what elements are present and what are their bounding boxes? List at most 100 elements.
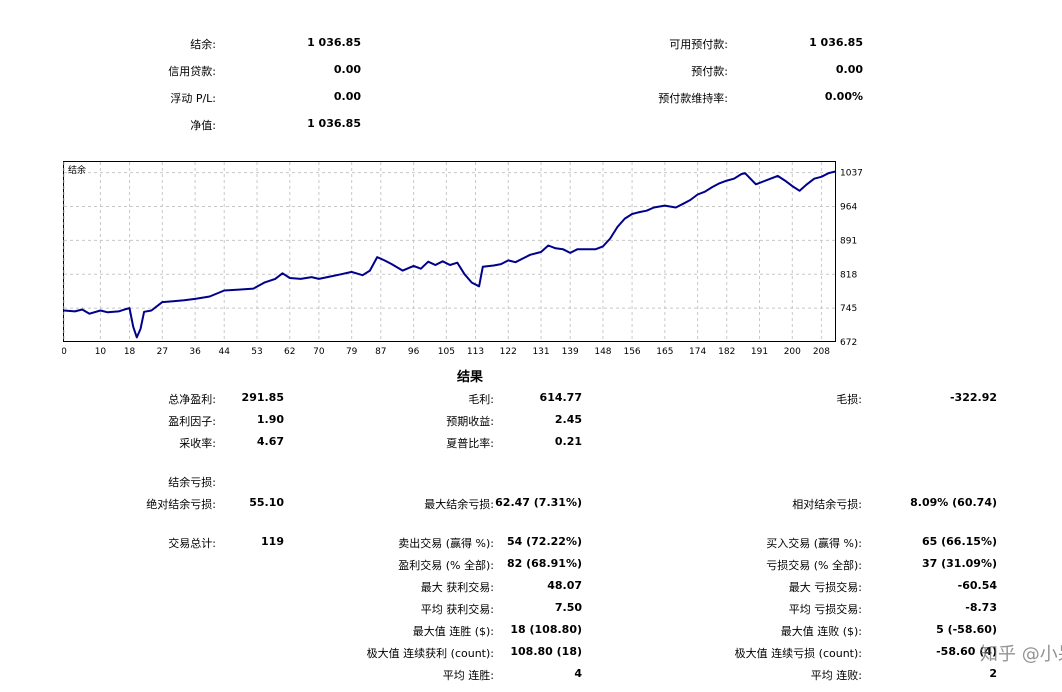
x-tick-label: 182	[718, 347, 735, 355]
chart-legend: 结余	[68, 164, 86, 176]
gross-profit-label: 毛利:	[468, 393, 494, 406]
gross-loss-label: 毛损:	[836, 393, 862, 406]
x-tick-label: 208	[813, 347, 830, 355]
x-tick-label: 70	[313, 347, 325, 355]
x-tick-label: 200	[784, 347, 801, 355]
y-tick-label: 818	[840, 270, 857, 280]
expected-payoff-label: 预期收益:	[446, 415, 494, 428]
largest-loss-label: 最大 亏损交易:	[788, 581, 862, 594]
avg-consec-wins-value: 4	[574, 667, 582, 680]
equity-label: 净值:	[190, 119, 216, 132]
max-consec-profit-label: 极大值 连续获利 (count):	[366, 647, 494, 660]
y-tick-label: 672	[840, 338, 857, 348]
margin-level-label: 预付款维持率:	[658, 92, 728, 105]
long-trades-label: 买入交易 (赢得 %):	[766, 537, 862, 550]
short-trades-value: 54 (72.22%)	[506, 535, 582, 548]
largest-profit-value: 48.07	[547, 579, 582, 592]
largest-profit-label: 最大 获利交易:	[420, 581, 494, 594]
x-tick-label: 174	[689, 347, 706, 355]
credit-value: 0.00	[333, 63, 361, 76]
total-net-profit-value: 291.85	[241, 391, 284, 404]
largest-loss-value: -60.54	[957, 579, 997, 592]
loss-trades-value: 37 (31.09%)	[921, 557, 997, 570]
total-trades-label: 交易总计:	[168, 537, 216, 550]
balance-line	[63, 170, 837, 339]
y-tick-label: 1037	[840, 169, 863, 179]
short-trades-label: 卖出交易 (赢得 %):	[398, 537, 494, 550]
avg-consec-losses-value: 2	[989, 667, 997, 680]
max-consec-wins-label: 最大值 连胜 ($):	[412, 625, 494, 638]
avg-consec-losses-label: 平均 连败:	[810, 669, 862, 682]
abs-drawdown-value: 55.10	[249, 496, 284, 509]
equity-value: 1 036.85	[307, 117, 361, 130]
credit-label: 信用贷款:	[168, 65, 216, 78]
balance-value: 1 036.85	[307, 36, 361, 49]
recovery-factor-value: 4.67	[256, 435, 284, 448]
margin-value: 0.00	[835, 63, 863, 76]
rel-drawdown-value: 8.09% (60.74)	[910, 496, 997, 509]
max-consec-profit-value: 108.80 (18)	[510, 645, 582, 658]
x-tick-label: 122	[500, 347, 517, 355]
long-trades-value: 65 (66.15%)	[921, 535, 997, 548]
avg-consec-wins-label: 平均 连胜:	[442, 669, 494, 682]
profit-factor-value: 1.90	[256, 413, 284, 426]
total-net-profit-label: 总净盈利:	[168, 393, 216, 406]
total-trades-value: 119	[261, 535, 284, 548]
x-tick-label: 0	[62, 347, 67, 355]
recovery-factor-label: 采收率:	[179, 437, 216, 450]
avg-loss-value: -8.73	[965, 601, 997, 614]
avg-profit-value: 7.50	[554, 601, 582, 614]
balance-label: 结余:	[190, 38, 216, 51]
x-tick-label: 148	[594, 347, 611, 355]
max-consec-loss-label: 极大值 连续亏损 (count):	[734, 647, 862, 660]
x-tick-label: 27	[157, 347, 168, 355]
x-tick-label: 79	[346, 347, 358, 355]
abs-drawdown-label: 绝对结余亏损:	[146, 498, 216, 511]
x-tick-label: 165	[656, 347, 673, 355]
x-tick-label: 131	[532, 347, 549, 355]
balance-chart: 0 10 18 27 36 44 53 62 70 79 87 96 105 113 122 131 139 14…	[62, 161, 863, 355]
sharpe-ratio-value: 0.21	[554, 435, 582, 448]
balance-drawdown-label: 结余亏损:	[168, 476, 216, 489]
gross-profit-value: 614.77	[539, 391, 582, 404]
free-margin-value: 1 036.85	[809, 36, 863, 49]
gross-loss-value: -322.92	[949, 391, 997, 404]
x-tick-label: 87	[375, 347, 386, 355]
margin-label: 预付款:	[691, 65, 728, 78]
x-tick-label: 44	[218, 347, 230, 355]
sharpe-ratio-label: 夏普比率:	[446, 437, 494, 450]
expected-payoff-value: 2.45	[554, 413, 582, 426]
loss-trades-label: 亏损交易 (% 全部):	[766, 559, 862, 572]
max-consec-losses-label: 最大值 连败 ($):	[780, 625, 862, 638]
x-tick-label: 18	[124, 347, 136, 355]
free-margin-label: 可用预付款:	[669, 38, 728, 51]
avg-profit-label: 平均 获利交易:	[420, 603, 494, 616]
y-tick-label: 964	[840, 203, 857, 213]
y-tick-label: 745	[840, 304, 857, 314]
floating-pl-label: 浮动 P/L:	[170, 92, 216, 105]
profit-factor-label: 盈利因子:	[168, 415, 216, 428]
avg-loss-label: 平均 亏损交易:	[788, 603, 862, 616]
rel-drawdown-label: 相对结余亏损:	[792, 498, 862, 511]
profit-trades-label: 盈利交易 (% 全部):	[398, 559, 494, 572]
max-consec-loss-value: -58.60 (4)	[936, 645, 997, 658]
x-tick-label: 53	[251, 347, 262, 355]
plot-area	[63, 161, 836, 342]
x-tick-label: 113	[467, 347, 484, 355]
results-title: 结果	[457, 370, 484, 385]
max-drawdown-label: 最大结余亏损:	[424, 498, 494, 511]
x-tick-label: 36	[189, 347, 201, 355]
x-tick-label: 191	[751, 347, 768, 355]
max-consec-losses-value: 5 (-58.60)	[936, 623, 997, 636]
y-tick-label: 891	[840, 236, 857, 246]
max-consec-wins-value: 18 (108.80)	[510, 623, 582, 636]
x-tick-label: 10	[95, 347, 107, 355]
x-tick-label: 96	[408, 347, 420, 355]
x-tick-label: 105	[438, 347, 455, 355]
max-drawdown-value: 62.47 (7.31%)	[495, 496, 582, 509]
x-tick-label: 156	[623, 347, 640, 355]
profit-trades-value: 82 (68.91%)	[506, 557, 582, 570]
x-tick-label: 62	[284, 347, 295, 355]
x-tick-label: 139	[562, 347, 579, 355]
floating-pl-value: 0.00	[333, 90, 361, 103]
